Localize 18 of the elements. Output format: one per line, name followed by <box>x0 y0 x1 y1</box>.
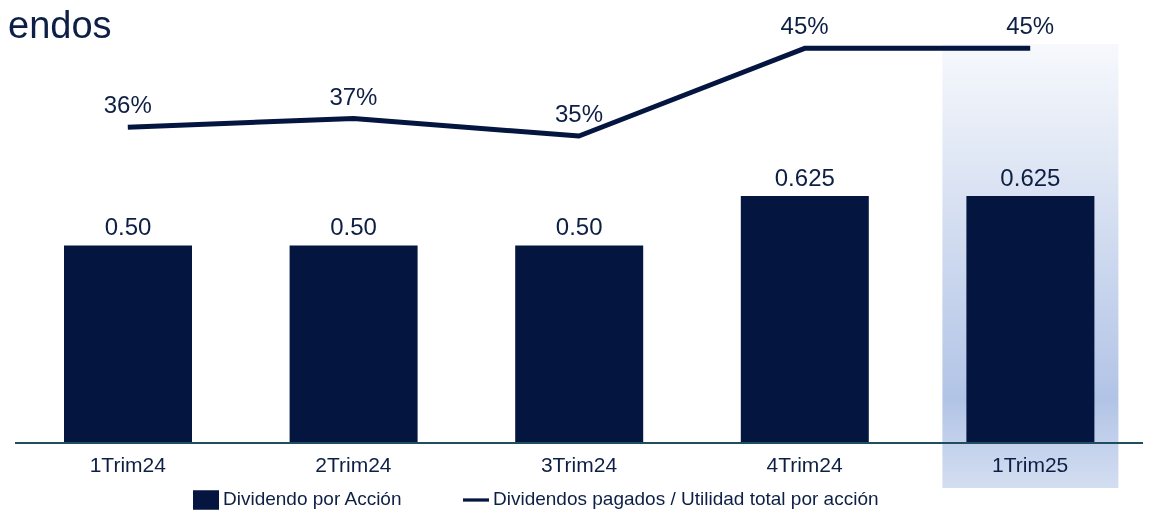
data-label: 0.50 <box>555 213 603 241</box>
data-label: 0.50 <box>104 213 152 241</box>
data-label: 36% <box>103 91 152 119</box>
data-label: 0.625 <box>1000 164 1061 192</box>
legend-label: Dividendo por Acción <box>223 488 402 510</box>
x-tick-label: 3Trim24 <box>540 452 618 476</box>
x-tick-label: 4Trim24 <box>766 452 844 476</box>
legend-label: Dividendos pagados / Utilidad total por acción <box>493 488 879 510</box>
x-tick-label: 1Trim24 <box>89 452 167 476</box>
data-label: 35% <box>554 100 604 128</box>
data-label: 0.50 <box>330 213 377 241</box>
data-label: 37% <box>329 82 378 110</box>
x-tick-label: 2Trim24 <box>315 452 392 476</box>
data-label: 45% <box>780 12 829 40</box>
data-label: 0.625 <box>774 164 835 192</box>
data-label: 45% <box>1006 12 1055 40</box>
x-tick-label: 1Trim25 <box>992 452 1069 476</box>
chart-title: endos <box>8 4 112 47</box>
